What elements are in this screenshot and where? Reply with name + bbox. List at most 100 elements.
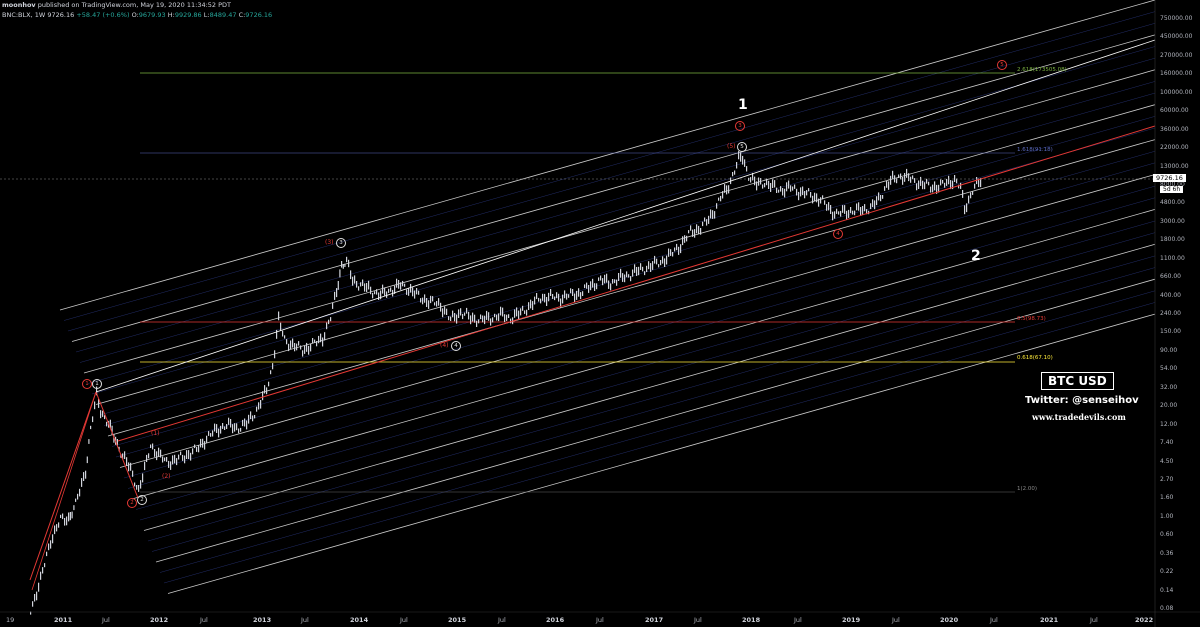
candle-bar: [918, 180, 920, 189]
candle-bar: [790, 185, 792, 192]
pitchfork-channel-lines: [59, 0, 1156, 594]
candle-bar: [264, 385, 266, 394]
candle-bar: [792, 186, 794, 191]
candle-bar: [504, 314, 506, 323]
candle-bar: [30, 611, 32, 615]
price-tick-label: 1100.00: [1160, 254, 1185, 262]
candle-bar: [686, 235, 688, 242]
candle-bar: [682, 236, 684, 246]
candle-bar: [692, 229, 694, 237]
candle-bar: [666, 255, 668, 265]
candle-bar: [432, 296, 434, 302]
candle-bar: [608, 280, 610, 289]
candle-bar: [520, 308, 522, 316]
annotation-1: 1: [738, 97, 748, 113]
candle-bar: [174, 454, 176, 464]
time-tick-label: 2017: [645, 616, 664, 624]
candle-bar: [978, 178, 980, 188]
candle-bar: [142, 473, 144, 483]
candle-bar: [458, 309, 460, 318]
trend-line-red: [31, 391, 97, 591]
candle-bar: [148, 453, 150, 459]
price-candles: [30, 151, 982, 615]
price-tick-label: 12.00: [1160, 420, 1178, 428]
candle-bar: [944, 182, 946, 188]
trend-line-red: [117, 125, 1156, 442]
candle-bar: [250, 411, 252, 420]
candle-bar: [128, 462, 130, 472]
candle-bar: [280, 322, 282, 331]
candle-bar: [954, 175, 956, 182]
candle-bar: [784, 188, 786, 198]
trend-lines: [29, 39, 1156, 591]
fib-level-label: 0.618(67.10): [1017, 355, 1053, 361]
candle-bar: [244, 418, 246, 427]
channel-line: [79, 57, 1156, 363]
candle-bar: [690, 225, 692, 231]
candle-bar: [604, 274, 606, 284]
candle-bar: [612, 279, 614, 284]
candle-bar: [854, 210, 856, 216]
symbol-label[interactable]: BNC:BLX, 1W: [2, 11, 46, 19]
price-tick-label: 4.50: [1160, 457, 1174, 465]
candle-bar: [734, 170, 736, 175]
candle-bar: [484, 315, 486, 325]
candle-bar: [50, 540, 52, 549]
candle-bar: [926, 178, 928, 184]
candle-bar: [450, 316, 452, 321]
candle-bar: [366, 283, 368, 292]
candle-bar: [272, 363, 274, 370]
candle-bar: [418, 290, 420, 295]
high-value: 9929.86: [174, 11, 202, 19]
candle-bar: [262, 391, 264, 401]
candle-bar: [316, 341, 318, 347]
candle-bar: [436, 301, 438, 307]
candle-bar: [178, 454, 180, 460]
candle-bar: [330, 317, 332, 322]
publisher-name[interactable]: moonhov: [2, 1, 36, 9]
publisher-line: moonhov published on TradingView.com, Ma…: [2, 1, 231, 9]
candle-bar: [732, 172, 734, 177]
candle-bar: [152, 443, 154, 450]
candle-bar: [472, 312, 474, 322]
candle-bar: [246, 420, 248, 430]
candle-bar: [744, 159, 746, 167]
candle-bar: [902, 177, 904, 185]
candle-bar: [378, 292, 380, 300]
trend-line-white: [95, 39, 1156, 393]
candle-bar: [352, 276, 354, 286]
candle-bar: [248, 414, 250, 424]
candle-bar: [270, 370, 272, 375]
candle-bar: [360, 282, 362, 287]
candle-bar: [146, 454, 148, 462]
candle-bar: [106, 421, 108, 427]
wave-label-red: (4): [440, 342, 449, 349]
candle-bar: [256, 406, 258, 412]
candle-bar: [81, 478, 83, 487]
candle-bar: [586, 282, 588, 289]
candle-bar: [804, 191, 806, 199]
website-label: www.tradedevils.com: [1032, 412, 1126, 422]
candle-bar: [636, 267, 638, 276]
candle-bar: [276, 329, 278, 339]
price-tick-label: 36000.00: [1160, 125, 1189, 133]
candle-bar: [742, 155, 744, 165]
candle-bar: [642, 266, 644, 272]
candle-bar: [286, 339, 288, 345]
candle-bar: [188, 450, 190, 459]
candle-bar: [60, 514, 62, 518]
price-tick-label: 60000.00: [1160, 107, 1189, 115]
candle-bar: [124, 451, 126, 459]
candle-bar: [622, 273, 624, 282]
candle-bar: [260, 400, 262, 409]
candle-bar: [518, 310, 520, 320]
candle-bar: [746, 166, 748, 172]
candle-bar: [802, 186, 804, 196]
fib-level-label: 0.5(98.73): [1017, 316, 1046, 322]
candle-bar: [228, 417, 230, 425]
candle-bar: [69, 512, 71, 521]
candle-bar: [162, 456, 164, 463]
candle-bar: [98, 399, 100, 408]
candle-bar: [550, 289, 552, 296]
